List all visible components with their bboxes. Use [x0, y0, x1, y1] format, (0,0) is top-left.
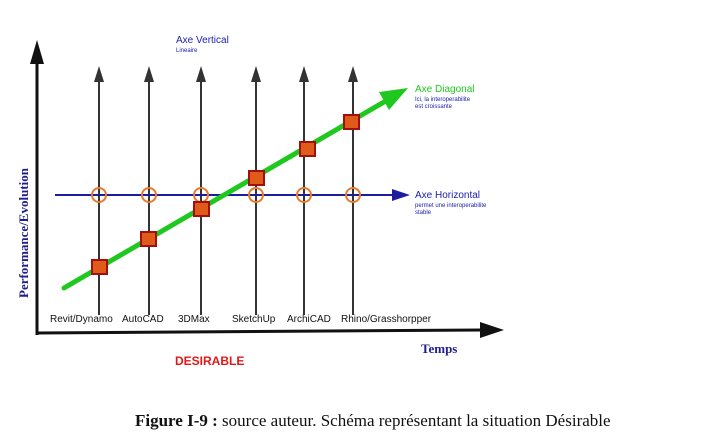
circle-4: [248, 187, 264, 203]
circle-2: [141, 187, 157, 203]
software-label-6: Rhino/Grasshorpper: [341, 314, 432, 325]
vertical-axis-note: Lineaire: [176, 48, 198, 54]
horizontal-axis-title: Axe Horizontal: [415, 190, 480, 201]
figure-caption: Figure I-9 : source auteur. Schéma repré…: [135, 411, 611, 431]
software-label-3: 3DMax: [178, 314, 210, 325]
main-axes: [30, 40, 504, 338]
diagonal-axis-note-line1: Ici, la interoperabilite: [415, 97, 471, 103]
vertical-arrow-4-head: [251, 66, 261, 82]
y-axis-label: Performance/Evolution: [16, 167, 31, 298]
horizontal-axis-note-line1: permet une interoperabilite: [415, 203, 487, 209]
vertical-arrows: [94, 66, 358, 315]
vertical-axis-title: Axe Vertical: [176, 35, 229, 46]
diagonal-axis-note-line2: est croissante: [415, 104, 453, 110]
circle-1: [91, 187, 107, 203]
marker-3: [193, 201, 210, 217]
vertical-arrow-5-head: [299, 66, 309, 82]
circle-6: [345, 187, 361, 203]
marker-5: [299, 141, 316, 157]
situation-label: DESIRABLE: [175, 354, 244, 368]
horizontal-axis-note-line2: stable: [415, 210, 432, 216]
x-axis: [36, 328, 483, 335]
marker-2: [140, 231, 157, 247]
software-labels: Revit/Dynamo AutoCAD 3DMax SketchUp Arch…: [50, 314, 432, 325]
vertical-arrow-1-head: [94, 66, 104, 82]
figure-caption-text: source auteur. Schéma représentant la si…: [217, 411, 611, 430]
diagonal-markers: [91, 114, 360, 275]
diagonal-arrow: [61, 88, 408, 291]
marker-1: [91, 259, 108, 275]
diagonal-axis-title: Axe Diagonal: [415, 84, 474, 95]
y-axis-arrowhead: [30, 40, 44, 64]
x-axis-label: Temps: [421, 341, 457, 356]
figure-caption-prefix: Figure I-9 :: [135, 411, 218, 430]
software-label-5: ArchiCAD: [287, 314, 331, 325]
vertical-arrow-3-head: [196, 66, 206, 82]
intersection-circles: [91, 187, 361, 203]
marker-4: [248, 170, 265, 186]
software-label-4: SketchUp: [232, 314, 276, 325]
x-axis-arrowhead: [480, 322, 504, 338]
circle-5: [296, 187, 312, 203]
software-label-1: Revit/Dynamo: [50, 314, 113, 325]
marker-6: [343, 114, 360, 130]
vertical-arrow-6-head: [348, 66, 358, 82]
vertical-arrow-2-head: [144, 66, 154, 82]
software-label-2: AutoCAD: [122, 314, 164, 325]
